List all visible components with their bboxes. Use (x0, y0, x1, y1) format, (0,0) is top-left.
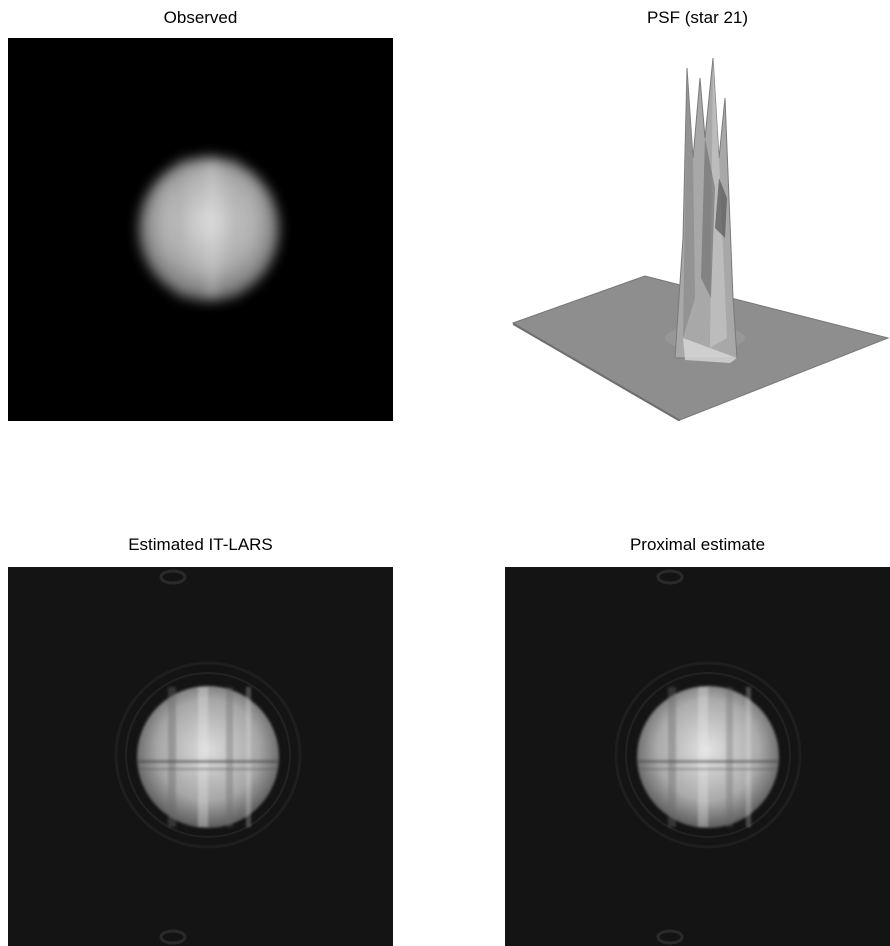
proximal-image (505, 567, 890, 946)
psf-surface-plot (505, 38, 890, 421)
observed-planet (139, 157, 279, 301)
observed-image (8, 38, 393, 421)
observed-title: Observed (163, 8, 238, 27)
psf-title: PSF (star 21) (646, 8, 749, 27)
itlars-image (8, 567, 393, 946)
itlars-title: Estimated IT-LARS (128, 535, 273, 554)
proximal-title: Proximal estimate (629, 535, 766, 554)
proximal-planet (637, 686, 779, 828)
itlars-planet (137, 686, 279, 828)
